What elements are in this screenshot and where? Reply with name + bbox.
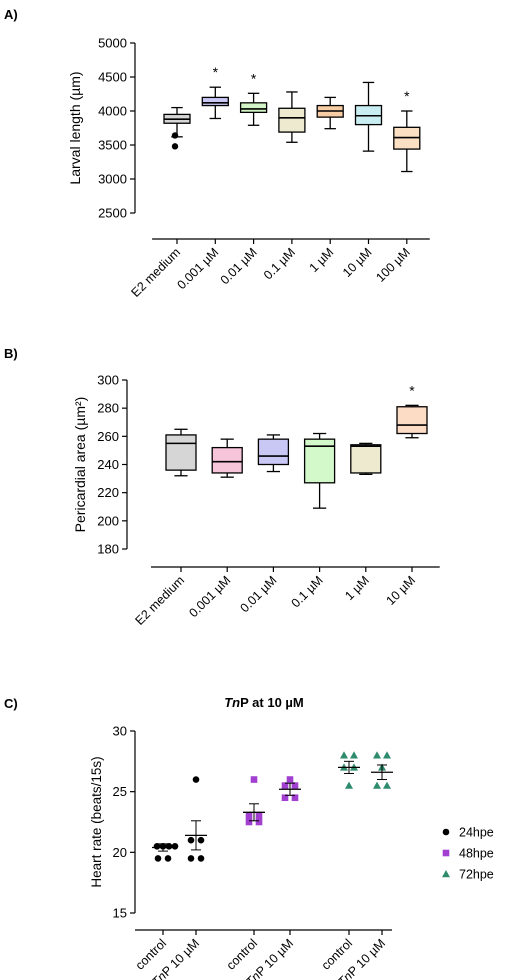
panel-b-y-tick-label: 300	[97, 373, 119, 388]
panel-c-legend-label: 48hpe	[459, 847, 494, 861]
panel-c-data-point	[197, 836, 205, 844]
panel-c-data-point	[383, 751, 391, 759]
panel-c-data-point	[281, 782, 289, 789]
panel-c-data-point	[164, 855, 172, 862]
panel-c-data-point	[250, 776, 258, 783]
panel-c-chart: TnP at 10 µM 15 20 25 30 Heart rate (beats/15…	[89, 695, 494, 980]
panel-c-data-point	[286, 776, 294, 783]
panel-c-data-point	[345, 781, 353, 789]
panel-b-chart: 180 200 220 240 260 280 300 Pericardial area (µ…	[72, 373, 440, 628]
panel-a-box	[201, 96, 229, 107]
panel-a-y-tick-label: 4000	[98, 104, 127, 119]
panel-c-data-point	[192, 776, 200, 783]
panel-c-data-point	[154, 855, 162, 862]
panel-b-x-tick-label: 1 µM	[342, 573, 372, 603]
panel-label-c: C)	[4, 696, 18, 711]
panel-c-data-point	[245, 818, 253, 826]
panel-a-outlier-point	[171, 143, 179, 150]
panel-c-legend-label: 24hpe	[459, 826, 494, 840]
panel-b-box	[211, 446, 243, 474]
panel-a-x-tick-label: 0.1 µM	[261, 245, 298, 282]
panel-b-box	[257, 438, 290, 466]
panel-c-y-tick-label: 30	[113, 724, 127, 739]
panel-c-data-point	[171, 842, 179, 850]
panel-a-x-tick-label: E2 medium	[129, 245, 184, 300]
panel-label-a: A)	[4, 7, 18, 22]
panel-a-y-tick-label: 4500	[98, 70, 127, 85]
panel-c-data-point	[187, 855, 195, 862]
panel-c-data-point	[291, 782, 299, 789]
panel-a-significance-marker: *	[213, 64, 219, 80]
panel-b-x-tick-label: 0.1 µM	[289, 573, 326, 610]
panel-c-data-point	[255, 818, 263, 826]
panel-a-x-tick-label: 0.001 µM	[174, 245, 221, 292]
panel-c-y-tick-label: 20	[113, 845, 127, 860]
panel-b-box	[165, 434, 197, 471]
panel-label-b: B)	[4, 346, 18, 361]
panel-c-data-point	[373, 751, 381, 759]
panel-b-box	[350, 444, 382, 474]
panel-c-data-point	[197, 855, 205, 862]
panel-a-x-tick-label: 1 µM	[307, 245, 337, 275]
panel-a-y-axis-label: Larval length (µm)	[67, 71, 83, 184]
panel-b-y-tick-label: 260	[97, 429, 119, 444]
panel-c-y-tick-label: 25	[113, 784, 127, 799]
panel-c-data-point	[281, 794, 289, 802]
panel-b-x-tick-label: 10 µM	[383, 573, 418, 608]
panel-a-y-tick-label: 3500	[98, 138, 127, 153]
panel-c-legend-marker	[442, 870, 450, 878]
panel-a-significance-marker: *	[251, 70, 257, 86]
panel-c-data-point	[350, 751, 358, 759]
panel-c-legend-label: 72hpe	[459, 868, 494, 882]
panel-a-box	[239, 102, 268, 114]
panel-b-x-tick-label: E2 medium	[133, 573, 188, 628]
panel-b-x-tick-label: 0.001 µM	[186, 573, 233, 620]
panel-c-legend-marker	[442, 828, 450, 836]
panel-c-data-point	[255, 812, 263, 820]
panel-b-y-tick-label: 280	[97, 401, 119, 416]
panel-a-y-tick-label: 3000	[98, 172, 127, 187]
panel-b-y-tick-label: 180	[97, 542, 119, 557]
panel-a-box	[278, 107, 306, 133]
panel-b-y-tick-label: 240	[97, 457, 119, 472]
panel-a-x-tick-label: 10 µM	[340, 245, 375, 280]
panel-b-x-tick-label: 0.01 µM	[238, 573, 280, 615]
panel-c-y-axis-label: Heart rate (beats/15s)	[89, 756, 104, 887]
panel-b-y-tick-label: 200	[97, 513, 119, 528]
panel-b-y-axis-label: Pericardial area (µm²)	[72, 397, 88, 533]
panel-a-y-tick-label: 5000	[98, 36, 127, 51]
panel-b-significance-marker: *	[409, 382, 415, 398]
panel-a-significance-marker: *	[404, 88, 410, 104]
panel-a-y-tick-label: 2500	[98, 206, 127, 221]
panel-c-data-point	[383, 781, 391, 789]
panel-c-chart-title: TnP at 10 µM	[224, 695, 304, 710]
panel-b-y-tick-label: 220	[97, 485, 119, 500]
panel-c-data-point	[340, 751, 348, 759]
panel-c-data-point	[187, 836, 195, 844]
panel-c-data-point	[291, 794, 299, 802]
panel-a-chart: 2500 3000 3500 4000 4500 5000 Larval length (µ…	[67, 36, 430, 300]
panel-c-legend-marker	[442, 849, 450, 857]
panel-a-x-tick-label: 0.01 µM	[218, 245, 260, 287]
panel-a-x-tick-label: 100 µM	[373, 245, 413, 285]
panel-c-data-point	[245, 812, 253, 820]
panel-c-data-point	[373, 781, 381, 789]
panel-a-outlier-point	[171, 132, 179, 139]
panel-b-box	[396, 406, 428, 435]
panel-c-y-tick-label: 15	[113, 906, 127, 921]
